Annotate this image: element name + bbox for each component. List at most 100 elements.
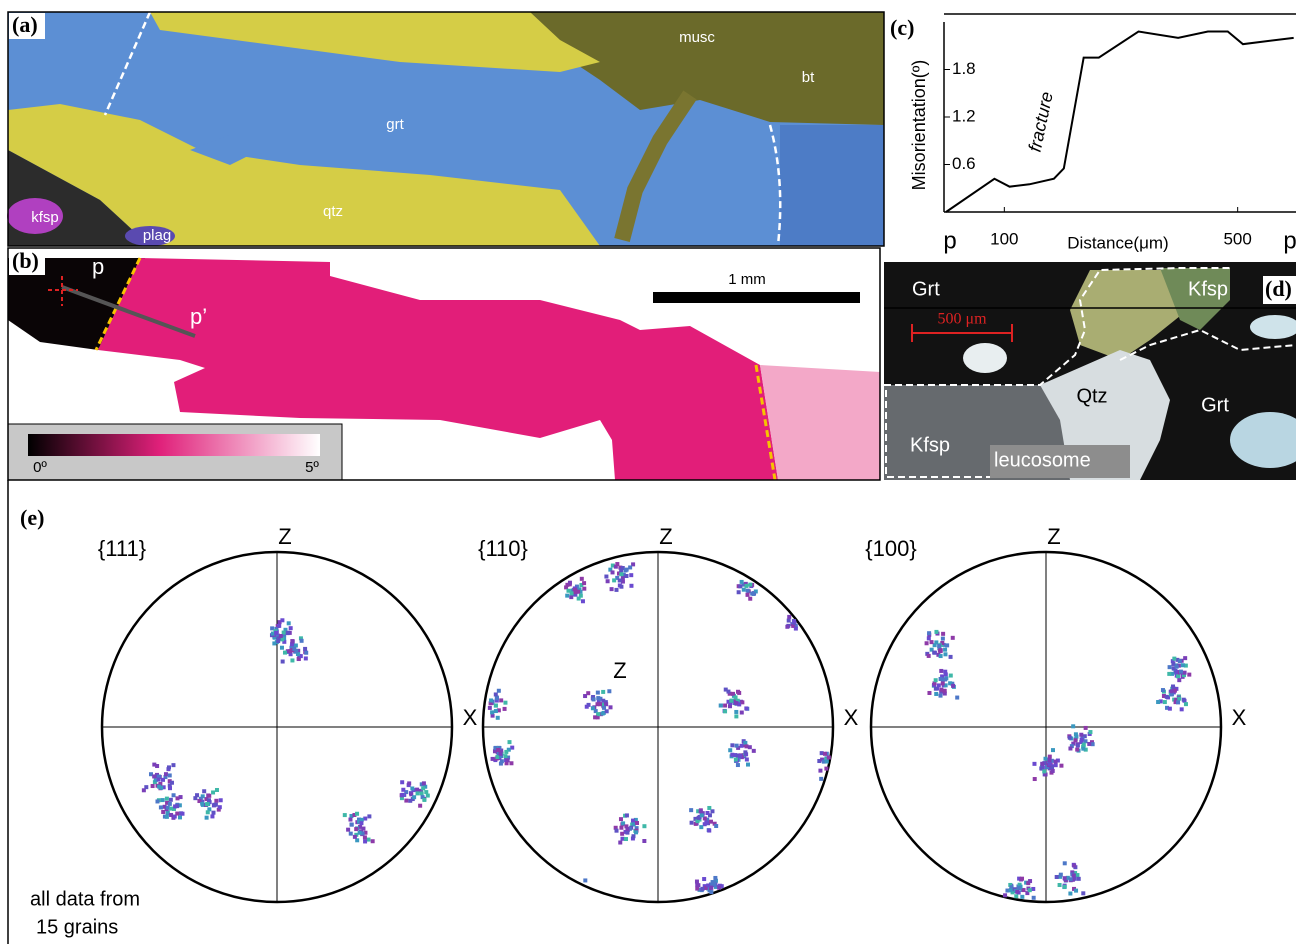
pole-point	[1054, 760, 1058, 764]
pole-point	[303, 647, 307, 651]
annotation: fracture	[1025, 90, 1057, 154]
pole-point	[1084, 726, 1088, 730]
pole-point	[730, 753, 734, 757]
pole-point	[730, 743, 734, 747]
pole-point	[300, 639, 304, 643]
pole-point	[422, 781, 426, 785]
pole-point	[706, 883, 710, 887]
pole-point	[509, 761, 513, 765]
pole-point	[173, 804, 177, 808]
pole-point	[494, 709, 498, 713]
pole-point	[1176, 700, 1180, 704]
pole-point	[506, 758, 510, 762]
pole-point	[746, 763, 750, 767]
pole-point	[592, 697, 596, 701]
pole-point	[794, 627, 798, 631]
colorbar-min: 0º	[33, 459, 47, 476]
pole-point	[735, 744, 739, 748]
pole-point	[416, 791, 420, 795]
pole-point	[941, 637, 945, 641]
pole-point	[951, 684, 955, 688]
pole-point	[939, 649, 943, 653]
pole-point	[615, 562, 619, 566]
pole-point	[642, 839, 646, 843]
pole-point	[155, 764, 159, 768]
pole-point	[748, 597, 752, 601]
axis-label: X	[1232, 705, 1247, 730]
pole-point	[1176, 674, 1180, 678]
pole-point	[161, 798, 165, 802]
pole-point	[287, 621, 291, 625]
pole-title: {100}	[865, 536, 916, 561]
phase-label: bt	[802, 69, 815, 86]
pole-point	[166, 806, 170, 810]
pole-point	[168, 786, 172, 790]
pole-point	[401, 788, 405, 792]
pole-point	[700, 813, 704, 817]
pole-point	[1076, 743, 1080, 747]
axis-label: Z	[278, 524, 291, 549]
pole-point	[743, 741, 747, 745]
pole-point	[625, 813, 629, 817]
phase-label: qtz	[323, 203, 343, 220]
pole-point	[927, 631, 931, 635]
y-tick-label: 1.8	[952, 59, 976, 78]
pole-point	[585, 705, 589, 709]
pole-point	[949, 674, 953, 678]
pole-point	[355, 838, 359, 842]
pole-point	[934, 630, 938, 634]
pole-point	[748, 745, 752, 749]
pole-point	[1059, 873, 1063, 877]
pole-point	[178, 815, 182, 819]
pole-point	[591, 706, 595, 710]
pole-point	[350, 823, 354, 827]
figure: (a) musc bt grt qtz kfsp plag (b) p p’ 1…	[0, 0, 1296, 944]
pole-point	[738, 754, 742, 758]
pole-point	[605, 709, 609, 713]
pole-point	[1040, 762, 1044, 766]
start-label: p	[943, 227, 956, 254]
pole-point	[169, 807, 173, 811]
pole-point	[1071, 724, 1075, 728]
pole-point	[625, 831, 629, 835]
axis-label: X	[844, 705, 859, 730]
pole-point	[215, 788, 219, 792]
pole-point	[707, 806, 711, 810]
pole-point	[1163, 700, 1167, 704]
phase-label: Grt	[912, 278, 940, 300]
axis-label: X	[463, 705, 478, 730]
phase-label: Grt	[1201, 394, 1229, 416]
pole-point	[634, 830, 638, 834]
pole-point	[1172, 657, 1176, 661]
pole-title: {111}	[98, 536, 146, 561]
pole-point	[941, 632, 945, 636]
pole-point	[713, 876, 717, 880]
pole-point	[930, 640, 934, 644]
pole-point	[565, 594, 569, 598]
pole-point	[939, 654, 943, 658]
pole-point	[1020, 895, 1024, 899]
pole-point	[624, 837, 628, 841]
pole-point	[218, 805, 222, 809]
pole-point	[736, 763, 740, 767]
phase-label: kfsp	[31, 209, 59, 226]
pole-point	[291, 639, 295, 643]
pole-point	[503, 754, 507, 758]
pole-point	[700, 887, 704, 891]
pole-point	[1051, 769, 1055, 773]
pole-point	[1072, 873, 1076, 877]
panel-label: (d)	[1265, 276, 1292, 301]
pole-point	[167, 765, 171, 769]
pole-point	[618, 841, 622, 845]
pole-point	[407, 781, 411, 785]
pole-point	[1177, 697, 1181, 701]
pole-point	[289, 626, 293, 630]
pole-point	[1051, 748, 1055, 752]
data-line	[946, 32, 1294, 213]
profile-end: p’	[190, 304, 207, 329]
pole-point	[489, 698, 493, 702]
pole-point	[497, 689, 501, 693]
pole-point	[945, 643, 949, 647]
pole-point	[734, 701, 738, 705]
y-axis-label: Misorientation(º)	[909, 60, 929, 191]
